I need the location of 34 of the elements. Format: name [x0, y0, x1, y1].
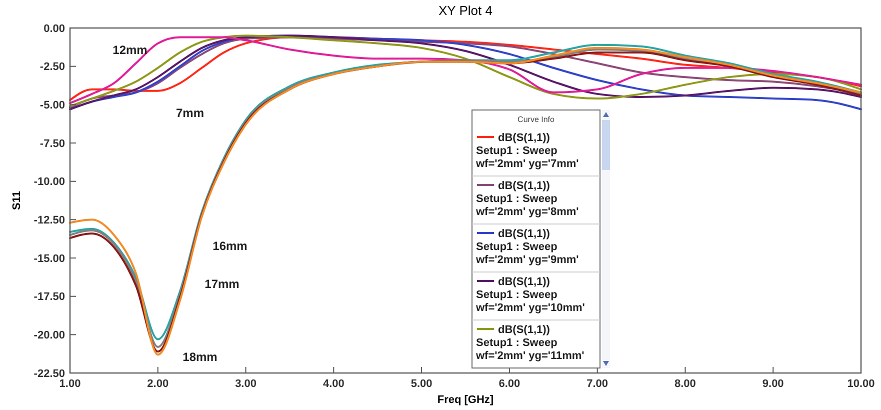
x-tick-label: 5.00	[410, 378, 432, 390]
y-tick-label: -5.00	[40, 100, 65, 112]
y-tick-label: -10.00	[34, 176, 65, 188]
y-tick-label: -20.00	[34, 330, 65, 342]
x-axis-title: Freq [GHz]	[437, 394, 494, 406]
annotation: 16mm	[212, 239, 248, 254]
y-tick-label: -15.00	[34, 252, 65, 265]
y-tick-label: -22.50	[34, 368, 65, 380]
x-tick-label: 7.00	[586, 378, 608, 390]
y-tick-label: -17.50	[34, 291, 65, 304]
legend-label: dB(S(1,1)) Setup1 : Sweep wf='2mm' yg='7mm'	[475, 132, 580, 170]
x-tick-label: 10.00	[847, 378, 875, 390]
x-tick-label: 2.00	[147, 378, 169, 390]
y-tick-label: -7.50	[40, 138, 65, 150]
y-axis-title: S11	[11, 191, 23, 210]
x-tick-label: 8.00	[674, 378, 696, 390]
x-tick-label: 6.00	[498, 378, 520, 390]
legend-label: dB(S(1,1)) Setup1 : Sweep wf='2mm' yg='10mm'	[475, 276, 586, 314]
annotation: 7mm	[176, 106, 204, 120]
y-tick-label: -12.50	[34, 214, 65, 227]
y-tick-label: -2.50	[40, 61, 65, 74]
annotation: 18mm	[182, 350, 218, 364]
legend-label: dB(S(1,1)) Setup1 : Sweep wf='2mm' yg='8mm'	[475, 180, 580, 218]
x-tick-label: 3.00	[235, 378, 256, 390]
y-tick-label: 0.00	[44, 22, 65, 35]
legend-label: dB(S(1,1)) Setup1 : Sweep wf='2mm' yg='9mm'	[475, 228, 580, 266]
x-tick-label: 1.00	[59, 378, 81, 390]
legend-label: dB(S(1,1)) Setup1 : Sweep wf='2mm' yg='11mm'	[475, 324, 585, 362]
annotation: 12mm	[112, 43, 148, 58]
x-tick-label: 4.00	[322, 378, 344, 390]
x-tick-label: 9.00	[762, 378, 784, 390]
annotation: 17mm	[204, 277, 240, 292]
chart-title: XY Plot 4	[438, 3, 492, 18]
legend-title: Curve Info	[518, 115, 556, 124]
